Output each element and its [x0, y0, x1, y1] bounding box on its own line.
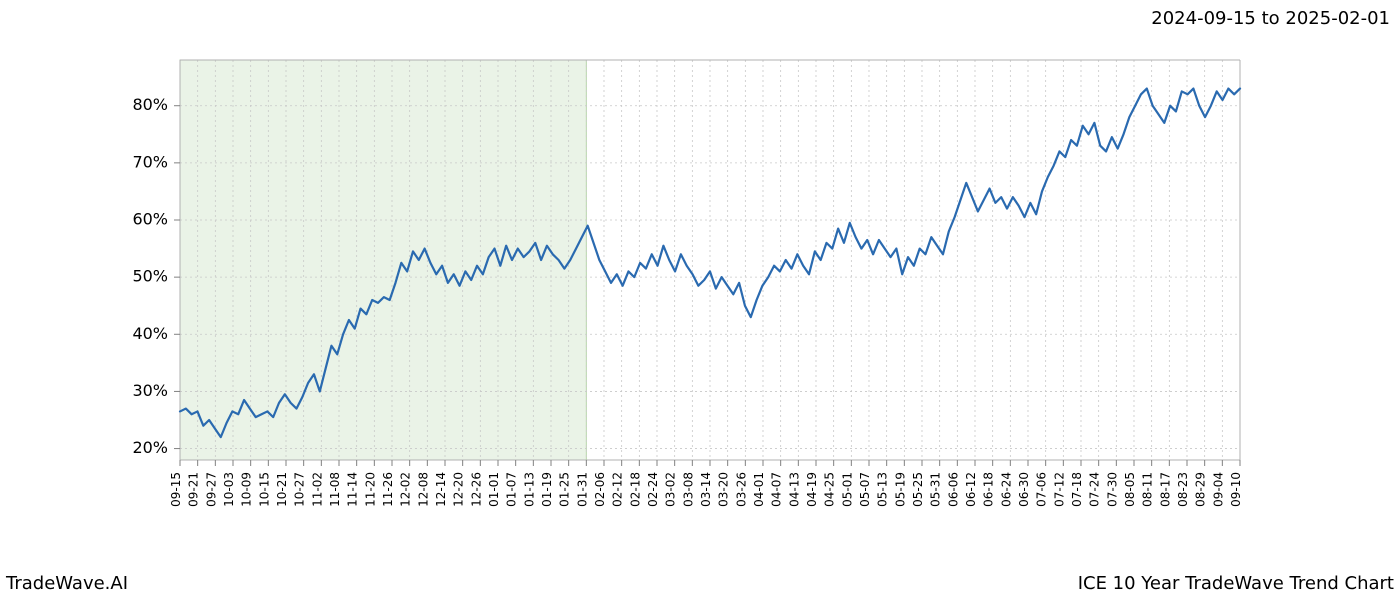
date-range-label: 2024-09-15 to 2025-02-01 — [1151, 8, 1390, 29]
chart-title: ICE 10 Year TradeWave Trend Chart — [1078, 573, 1394, 594]
x-tick-label: 05-25 — [911, 472, 925, 507]
y-tick-label: 80% — [132, 95, 168, 114]
x-tick-label: 05-07 — [858, 472, 872, 507]
x-tick-label: 08-23 — [1176, 472, 1190, 507]
x-tick-label: 01-19 — [540, 472, 554, 507]
x-tick-label: 09-15 — [169, 472, 183, 507]
x-tick-label: 12-20 — [452, 472, 466, 507]
x-tick-label: 06-30 — [1017, 472, 1031, 507]
x-tick-label: 11-02 — [310, 472, 324, 507]
y-tick-label: 60% — [132, 210, 168, 229]
x-tick-label: 09-27 — [204, 472, 218, 507]
x-tick-label: 04-01 — [752, 472, 766, 507]
x-tick-label: 04-25 — [823, 472, 837, 507]
x-tick-label: 03-14 — [699, 472, 713, 507]
x-tick-label: 10-09 — [240, 472, 254, 507]
x-tick-label: 10-03 — [222, 472, 236, 507]
x-tick-label: 02-18 — [628, 472, 642, 507]
x-tick-label: 02-06 — [593, 472, 607, 507]
x-tick-label: 01-01 — [487, 472, 501, 507]
x-tick-label: 09-21 — [187, 472, 201, 507]
x-tick-label: 11-20 — [363, 472, 377, 507]
chart-area: 20% 30% 40% 50% 60% 70% 80% 09-15 09-2109-27 10-0… — [0, 30, 1400, 560]
x-tick-label: 05-19 — [893, 472, 907, 507]
x-tick-label: 12-26 — [469, 472, 483, 507]
x-tick-label: 05-13 — [876, 472, 890, 507]
x-tick-label: 11-08 — [328, 472, 342, 507]
x-tick-label: 11-14 — [346, 472, 360, 507]
x-tick-label: 07-18 — [1070, 472, 1084, 507]
x-tick-label: 06-24 — [999, 472, 1013, 507]
x-tick-label: 07-30 — [1105, 472, 1119, 507]
y-tick-label: 30% — [132, 381, 168, 400]
y-tick-label: 20% — [132, 438, 168, 457]
chart-container: 2024-09-15 to 2025-02-01 20% 30% 40% 50% 60%… — [0, 0, 1400, 600]
x-tick-label: 05-31 — [929, 472, 943, 507]
x-tick-label: 12-02 — [399, 472, 413, 507]
x-tick-label: 09-10 — [1229, 472, 1243, 507]
x-tick-label: 06-06 — [946, 472, 960, 507]
x-tick-label: 03-26 — [734, 472, 748, 507]
x-tick-label: 05-01 — [840, 472, 854, 507]
x-tick-label: 08-17 — [1158, 472, 1172, 507]
x-tick-label: 01-25 — [558, 472, 572, 507]
y-tick-label: 40% — [132, 324, 168, 343]
x-tick-label: 01-07 — [505, 472, 519, 507]
x-tick-label: 08-29 — [1194, 472, 1208, 507]
line-chart: 20% 30% 40% 50% 60% 70% 80% 09-15 09-2109-27 10-0… — [0, 30, 1400, 560]
x-tick-label: 07-12 — [1052, 472, 1066, 507]
x-tick-label: 03-02 — [664, 472, 678, 507]
x-tick-label: 07-24 — [1088, 472, 1102, 507]
x-tick-label: 03-08 — [681, 472, 695, 507]
x-tick-label: 03-20 — [717, 472, 731, 507]
x-tick-label: 04-19 — [805, 472, 819, 507]
x-tick-label: 01-13 — [522, 472, 536, 507]
x-tick-label: 12-08 — [416, 472, 430, 507]
x-tick-label: 08-05 — [1123, 472, 1137, 507]
x-tick-label: 06-12 — [964, 472, 978, 507]
brand-label: TradeWave.AI — [6, 573, 128, 594]
x-tick-label: 04-07 — [770, 472, 784, 507]
y-tick-label: 50% — [132, 267, 168, 286]
x-tick-label: 09-04 — [1211, 472, 1225, 507]
x-tick-label: 10-27 — [293, 472, 307, 507]
x-tick-label: 10-21 — [275, 472, 289, 507]
x-tick-label: 02-24 — [646, 472, 660, 507]
y-tick-label: 70% — [132, 152, 168, 171]
x-tick-label: 10-15 — [257, 472, 271, 507]
x-tick-label: 01-31 — [575, 472, 589, 507]
x-tick-label: 12-14 — [434, 472, 448, 507]
x-tick-label: 11-26 — [381, 472, 395, 507]
x-tick-label: 02-12 — [611, 472, 625, 507]
x-tick-label: 06-18 — [982, 472, 996, 507]
x-tick-label: 08-11 — [1141, 472, 1155, 507]
x-tick-label: 04-13 — [787, 472, 801, 507]
x-tick-label: 07-06 — [1035, 472, 1049, 507]
